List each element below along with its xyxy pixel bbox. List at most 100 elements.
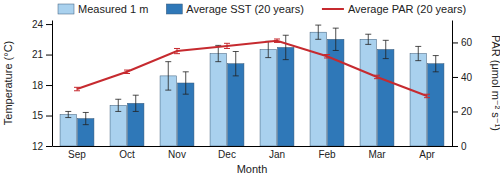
tick-label: Nov <box>168 149 186 160</box>
error-bar <box>415 46 421 60</box>
error-bar <box>183 72 189 94</box>
tick-mark <box>452 111 458 112</box>
error-bar <box>424 94 430 97</box>
tick-label: 15 <box>32 110 44 121</box>
legend-label: Measured 1 m <box>78 3 148 15</box>
x-axis-title: Month <box>237 163 268 175</box>
error-bar <box>265 41 271 57</box>
error-bar <box>333 28 339 50</box>
error-bar <box>315 25 321 39</box>
tick: 40 <box>452 72 473 83</box>
y-axis-title: Temperature (°C) <box>2 41 14 125</box>
error-bar <box>283 35 289 59</box>
bar <box>110 105 126 146</box>
legend-swatch <box>166 4 182 14</box>
chart: 12 15 18 21 24 0 20 40 60 Sep Oct Nov Dec Jan Feb Mar Ap… <box>0 0 500 176</box>
error-bar <box>174 48 180 53</box>
tick-mark <box>46 146 52 147</box>
tick-label: 40 <box>461 72 473 83</box>
error-bar <box>233 52 239 76</box>
legend-label: Average PAR (20 years) <box>348 3 466 15</box>
bar <box>210 54 226 146</box>
tick: 21 <box>32 49 52 60</box>
y2-axis: 0 20 40 60 <box>452 21 473 152</box>
y-axis: 12 15 18 21 24 <box>32 19 53 152</box>
error-bar <box>165 62 171 90</box>
legend-item: Average PAR (20 years) <box>322 3 466 15</box>
tick-label: 20 <box>461 106 473 117</box>
tick: Apr <box>419 146 435 160</box>
tick-label: Oct <box>119 149 135 160</box>
tick: 12 <box>32 141 52 152</box>
tick: Sep <box>68 146 86 160</box>
bar <box>428 64 444 146</box>
tick-label: 18 <box>32 80 44 91</box>
error-bar <box>383 40 389 58</box>
tick-mark <box>46 85 52 86</box>
bar <box>328 39 344 146</box>
tick-label: 0 <box>461 141 467 152</box>
tick-label: Dec <box>218 149 236 160</box>
y2-axis-title: PAR (μmol m⁻² s⁻¹) <box>490 35 500 131</box>
tick-mark <box>46 55 52 56</box>
tick-label: Sep <box>68 149 86 160</box>
bar <box>260 49 276 146</box>
bar <box>278 47 294 146</box>
tick: 24 <box>32 19 52 30</box>
error-bar <box>374 75 380 78</box>
plot-area <box>60 25 444 146</box>
tick: 20 <box>452 106 473 117</box>
tick: 0 <box>452 141 467 152</box>
tick-mark <box>452 146 458 147</box>
axis-line <box>53 146 453 147</box>
bar <box>310 32 326 146</box>
line-series <box>74 39 430 98</box>
line <box>77 41 427 96</box>
legend: Measured 1 m Average SST (20 years) Averag… <box>58 3 466 15</box>
tick: 60 <box>452 37 473 48</box>
bar <box>360 39 376 146</box>
tick: 18 <box>32 80 52 91</box>
tick-label: Mar <box>368 149 386 160</box>
legend-label: Average SST (20 years) <box>186 3 304 15</box>
legend-item: Measured 1 m <box>58 3 148 15</box>
tick-label: 24 <box>32 19 44 30</box>
bar <box>378 49 394 146</box>
tick-label: 12 <box>32 141 44 152</box>
tick: Feb <box>318 146 336 160</box>
tick-label: 60 <box>461 37 473 48</box>
x-axis: Sep Oct Nov Dec Jan Feb Mar Apr <box>53 146 453 160</box>
error-bar <box>115 99 121 111</box>
error-bar <box>365 34 371 44</box>
tick-label: Feb <box>318 149 336 160</box>
bar <box>410 54 426 146</box>
bar <box>228 64 244 146</box>
tick: Nov <box>168 146 186 160</box>
bar-series <box>60 25 426 146</box>
bar <box>60 115 76 147</box>
tick: Oct <box>119 146 135 160</box>
legend-swatch <box>322 8 344 10</box>
legend-swatch <box>58 4 74 14</box>
error-bar <box>274 39 280 42</box>
error-bar <box>65 111 71 117</box>
error-bar <box>124 70 130 73</box>
error-bar <box>433 56 439 72</box>
tick-label: 21 <box>32 49 44 60</box>
axis-line <box>452 21 453 147</box>
tick: Jan <box>269 146 285 160</box>
tick-mark <box>452 77 458 78</box>
tick: Mar <box>368 146 386 160</box>
tick: Dec <box>218 146 236 160</box>
error-bar <box>83 112 89 124</box>
tick: 15 <box>32 110 52 121</box>
error-bar <box>74 87 80 90</box>
tick-mark <box>452 42 458 43</box>
axis-line <box>52 21 53 147</box>
error-bar <box>224 43 230 48</box>
error-bar <box>324 55 330 58</box>
tick-mark <box>46 116 52 117</box>
tick-mark <box>46 24 52 25</box>
legend-item: Average SST (20 years) <box>166 3 304 15</box>
error-bar <box>133 95 139 111</box>
